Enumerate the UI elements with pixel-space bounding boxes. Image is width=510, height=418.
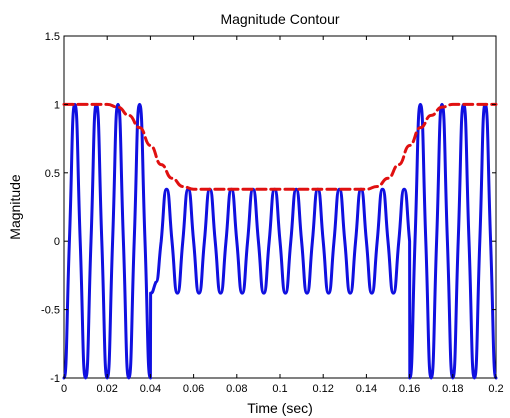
x-tick-label: 0.12 <box>312 383 333 395</box>
x-tick-label: 0.14 <box>356 383 377 395</box>
x-tick-label: 0.16 <box>399 383 420 395</box>
plot-area <box>63 35 497 379</box>
x-tick-label: 0.18 <box>442 383 463 395</box>
tick-layer: 0 0.02 0.04 0.06 0.08 0.1 0.12 0.14 0.16 0.18 0.2 -… <box>41 31 504 395</box>
chart-title: Magnitude Contour <box>220 11 339 27</box>
y-axis-title: Magnitude <box>7 174 23 240</box>
x-tick-label: 0 <box>61 383 67 395</box>
y-tick-label: 0.5 <box>45 168 60 180</box>
x-axis-title: Time (sec) <box>247 400 313 416</box>
x-tick-label: 0.2 <box>488 383 503 395</box>
signal-line <box>62 102 498 380</box>
contour-line <box>62 102 498 191</box>
y-tick-label: 1 <box>54 99 60 111</box>
x-tick-label: 0.1 <box>272 383 287 395</box>
y-tick-label: -0.5 <box>41 305 60 317</box>
x-tick-label: 0.02 <box>96 383 117 395</box>
y-tick-label: 0 <box>54 236 60 248</box>
y-tick-label: 1.5 <box>45 31 60 43</box>
x-tick-label: 0.04 <box>140 383 161 395</box>
series-layer <box>62 102 498 380</box>
y-tick-label: -1 <box>50 373 60 385</box>
x-tick-label: 0.08 <box>226 383 247 395</box>
x-tick-label: 0.06 <box>183 383 204 395</box>
